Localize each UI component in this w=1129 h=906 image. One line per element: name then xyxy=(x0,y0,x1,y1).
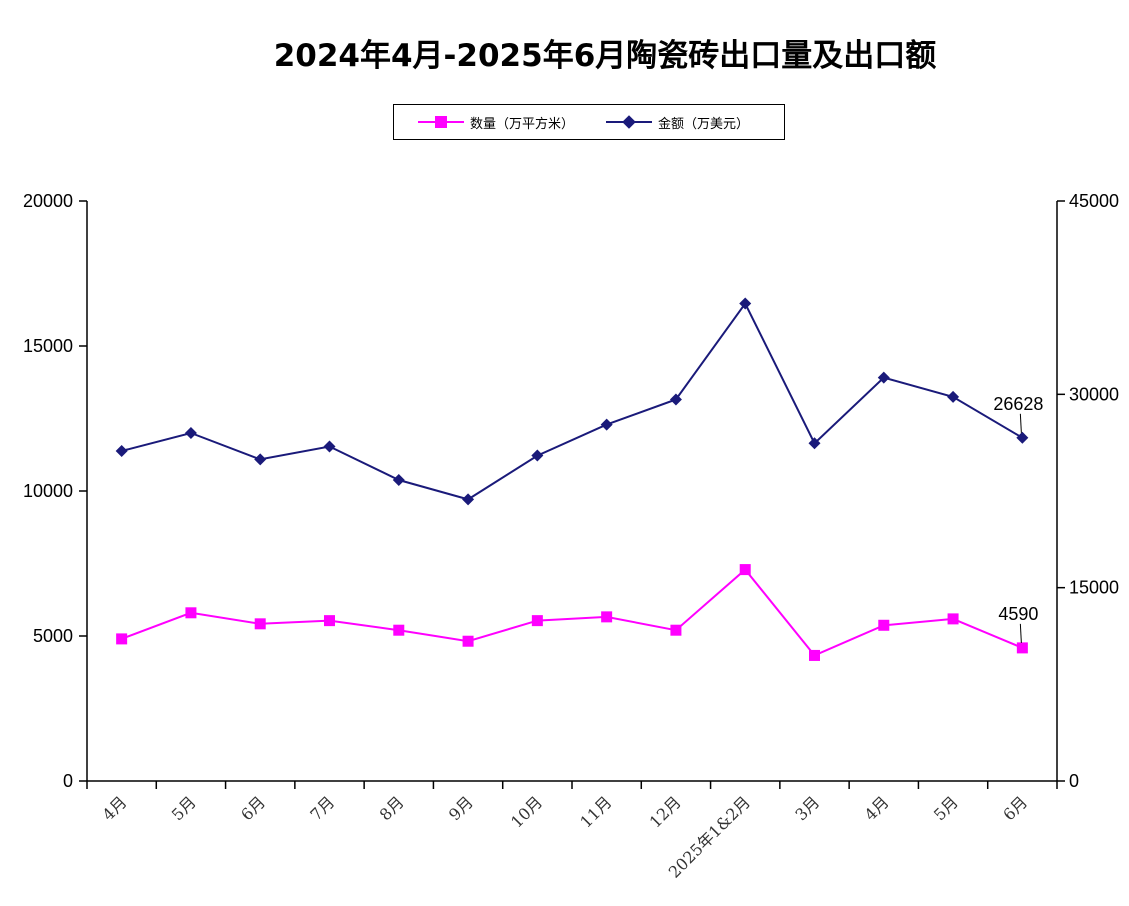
series-0-point xyxy=(393,624,405,636)
series-0-point xyxy=(601,611,613,623)
series-0-point xyxy=(739,564,751,576)
x-tick-label: 4月 xyxy=(99,792,131,824)
data-label: 26628 xyxy=(993,394,1043,414)
legend-label-quantity: 数量（万平方米） xyxy=(470,116,575,132)
x-tick-label: 7月 xyxy=(306,792,338,824)
series-line-1 xyxy=(121,301,1023,501)
data-label-leader xyxy=(1019,623,1022,643)
series-1-point xyxy=(947,390,960,403)
series-1-point xyxy=(531,449,544,462)
x-tick-label: 8月 xyxy=(376,792,408,824)
series-1-point xyxy=(808,437,821,450)
data-label: 4590 xyxy=(998,604,1038,624)
series-0-point xyxy=(254,618,266,630)
legend-item-quantity: 数量（万平方米） xyxy=(418,105,574,139)
series-0-point xyxy=(878,619,890,631)
series-0-point xyxy=(670,624,682,636)
x-tick-label: 4月 xyxy=(861,792,893,824)
series-1-point xyxy=(1016,431,1029,444)
series-1-point xyxy=(392,474,405,487)
x-tick-label: 12月 xyxy=(646,792,685,831)
series-0-point xyxy=(324,615,335,627)
y-left-tick-label: 15000 xyxy=(23,336,73,356)
x-tick-label: 5月 xyxy=(168,792,200,824)
x-tick-label: 6月 xyxy=(237,792,269,824)
series-1-point xyxy=(254,453,267,466)
y-left-tick-label: 10000 xyxy=(23,481,73,501)
series-line-0 xyxy=(121,568,1023,657)
data-label-leader xyxy=(1019,413,1022,433)
series-0-point xyxy=(116,633,128,645)
series-1-point xyxy=(600,418,613,431)
y-right-tick-label: 15000 xyxy=(1069,578,1119,598)
legend: 数量（万平方米） 金额（万美元） xyxy=(393,104,785,140)
chart-title: 2024年4月-2025年6月陶瓷砖出口量及出口额 xyxy=(273,38,937,74)
series-0-point xyxy=(809,649,820,661)
y-left-tick-label: 20000 xyxy=(23,191,73,211)
series-0-point xyxy=(531,615,543,627)
series-0-point xyxy=(462,635,474,647)
series-1-point xyxy=(739,297,752,310)
x-tick-label: 11月 xyxy=(576,792,615,831)
series-1-point xyxy=(115,445,128,458)
y-left-tick-label: 5000 xyxy=(33,626,73,646)
series-1-point xyxy=(877,371,890,384)
x-tick-label: 9月 xyxy=(445,792,477,824)
series-1-point xyxy=(323,440,336,453)
x-tick-label: 5月 xyxy=(930,792,962,824)
x-tick-label: 6月 xyxy=(999,792,1031,824)
y-left-tick-label: 0 xyxy=(63,771,73,791)
legend-item-amount: 金额（万美元） xyxy=(606,105,749,139)
series-0-point xyxy=(947,613,959,625)
series-1-point xyxy=(184,427,197,439)
series-1-point xyxy=(462,493,475,506)
x-tick-label: 3月 xyxy=(791,792,823,824)
y-right-tick-label: 45000 xyxy=(1069,191,1119,211)
x-tick-label: 10月 xyxy=(507,792,546,831)
y-right-tick-label: 30000 xyxy=(1069,384,1119,404)
legend-swatch-amount xyxy=(606,115,652,129)
y-right-tick-label: 0 xyxy=(1069,771,1079,791)
legend-label-amount: 金额（万美元） xyxy=(658,116,750,132)
series-0-point xyxy=(1016,642,1028,654)
series-0-point xyxy=(185,607,197,619)
legend-swatch-quantity xyxy=(418,115,464,129)
series-1-point xyxy=(669,393,682,406)
